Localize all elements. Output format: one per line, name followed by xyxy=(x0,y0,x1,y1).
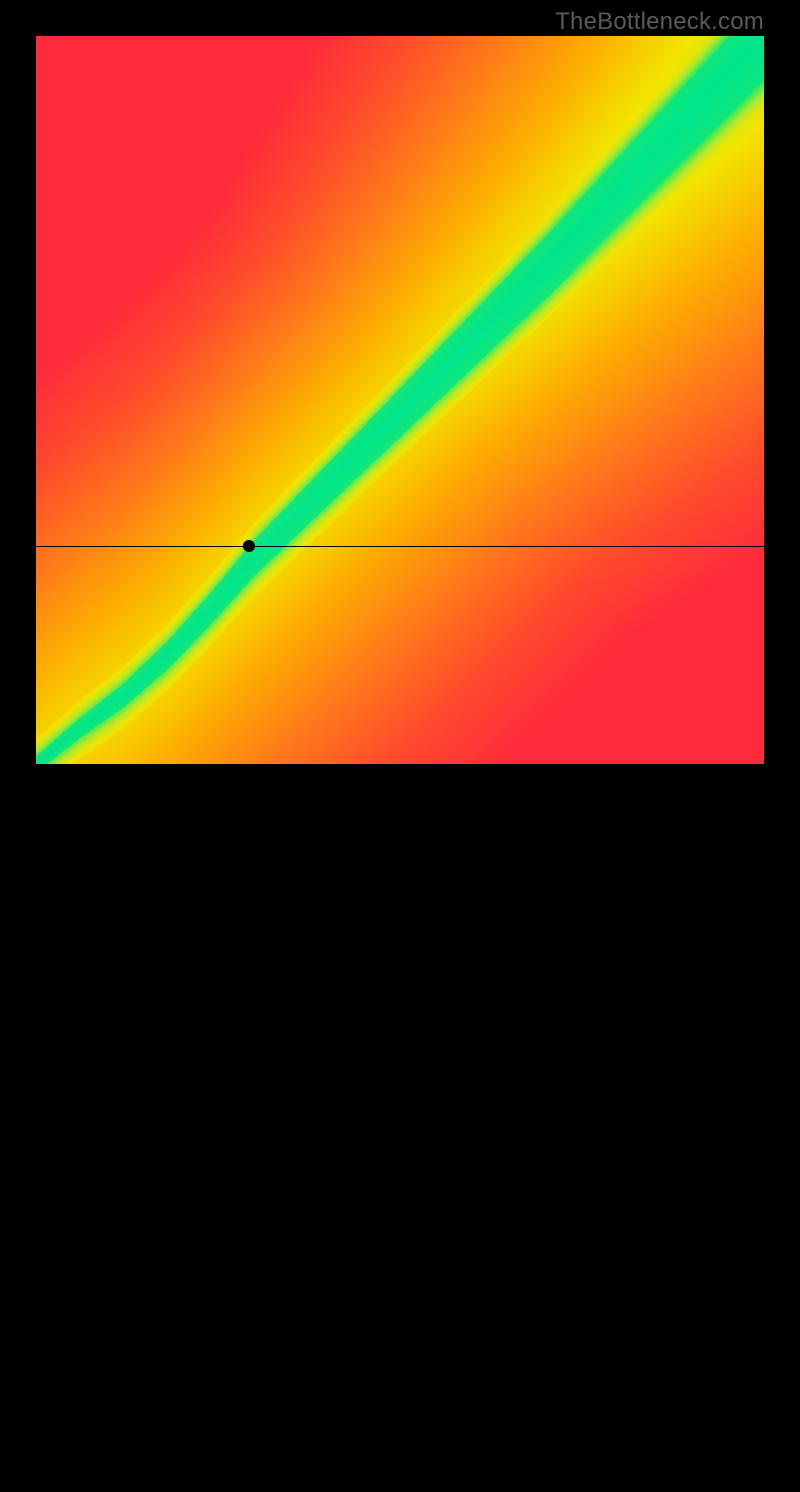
crosshair-horizontal xyxy=(36,546,764,547)
figure-frame: TheBottleneck.com xyxy=(0,0,800,800)
crosshair-vertical xyxy=(249,764,250,1492)
heatmap-canvas xyxy=(36,36,764,764)
data-point-marker xyxy=(243,540,255,552)
heatmap-plot xyxy=(36,36,764,764)
watermark-text: TheBottleneck.com xyxy=(555,8,764,36)
